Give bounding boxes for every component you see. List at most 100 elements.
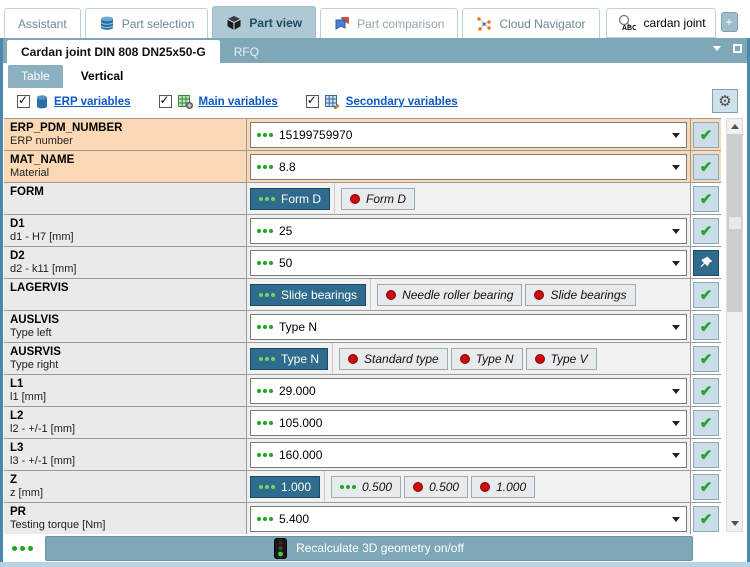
status-dots-icon <box>259 356 275 361</box>
option-button-group: Type N Standard type Type N Type V <box>250 343 597 374</box>
vertical-scrollbar[interactable] <box>726 118 743 532</box>
settings-gear-button[interactable]: ⚙ <box>712 89 738 113</box>
confirm-check-button[interactable]: ✔ <box>693 153 719 180</box>
variable-value-cell: Type N Standard type Type N Type V <box>247 343 691 374</box>
confirm-check-button[interactable]: ✔ <box>693 313 719 340</box>
variable-label: D1 d1 - H7 [mm] <box>4 215 247 246</box>
option-label: Slide bearings <box>550 287 627 302</box>
variable-status-cell: ✔ <box>691 375 721 406</box>
dropdown-arrow-icon[interactable] <box>672 516 680 522</box>
option-button[interactable]: 1.000 <box>250 475 321 498</box>
confirm-check-button[interactable]: ✔ <box>693 377 719 404</box>
dropdown-arrow-icon[interactable] <box>672 452 680 458</box>
main-variables-table-icon <box>177 94 193 109</box>
confirm-check-button[interactable]: ✔ <box>693 217 719 244</box>
option-button[interactable]: Slide bearings <box>250 283 367 306</box>
option-button[interactable]: 1.000 <box>471 475 536 498</box>
svg-text:ABC: ABC <box>622 25 636 32</box>
invalid-dot-icon <box>459 353 470 364</box>
dropdown-arrow-icon[interactable] <box>672 420 680 426</box>
option-label: Type V <box>550 351 588 366</box>
option-button[interactable]: Standard type <box>339 347 448 370</box>
confirm-check-button[interactable]: ✔ <box>693 473 719 500</box>
option-button[interactable]: 0.500 <box>331 475 402 498</box>
dropdown-arrow-icon[interactable] <box>672 228 680 234</box>
confirm-check-button[interactable]: ✔ <box>693 409 719 436</box>
dropdown-value: 8.8 <box>279 159 296 174</box>
option-button[interactable]: Type N <box>250 347 329 370</box>
tab-part-comparison[interactable]: Part comparison <box>320 8 459 38</box>
search-input[interactable]: ABC cardan joint <box>605 8 716 38</box>
scroll-down-button[interactable] <box>727 516 742 531</box>
maximize-icon[interactable] <box>733 44 742 53</box>
option-button[interactable]: Needle roller bearing <box>377 283 523 306</box>
value-dropdown[interactable]: Type N <box>250 313 687 340</box>
variable-name: D1 <box>10 218 25 230</box>
value-dropdown[interactable]: 8.8 <box>250 153 687 180</box>
option-button[interactable]: Form D <box>250 187 330 210</box>
confirm-check-button[interactable]: ✔ <box>693 345 719 372</box>
dropdown-arrow-icon[interactable] <box>672 132 680 138</box>
value-dropdown[interactable]: 160.000 <box>250 441 687 468</box>
pin-button[interactable] <box>693 249 719 276</box>
variable-row-erp_pdm_number: ERP_PDM_NUMBER ERP number 15199759970 ✔ <box>4 119 721 151</box>
tab-table-view[interactable]: Table <box>8 65 63 88</box>
secondary-variables-link[interactable]: Secondary variables <box>345 95 458 108</box>
tab-part-view[interactable]: Part view <box>212 6 317 38</box>
erp-variables-link[interactable]: ERP variables <box>54 95 131 108</box>
dropdown-arrow-icon[interactable] <box>672 164 680 170</box>
variable-value-cell: 1.000 0.500 0.500 1.000 <box>247 471 691 502</box>
tab-assistant[interactable]: Assistant <box>4 8 81 38</box>
option-button-group: Form D Form D <box>250 183 415 214</box>
option-label: Form D <box>281 191 321 206</box>
secondary-variables-checkbox[interactable]: ✓ <box>305 93 319 108</box>
dropdown-arrow-icon[interactable] <box>672 260 680 266</box>
value-dropdown[interactable]: 15199759970 <box>250 121 687 148</box>
option-button[interactable]: 0.500 <box>404 475 469 498</box>
value-dropdown[interactable]: 29.000 <box>250 377 687 404</box>
option-label: 1.000 <box>496 479 527 494</box>
tab-cloud-navigator-label: Cloud Navigator <box>499 16 586 31</box>
confirm-check-button[interactable]: ✔ <box>693 121 719 148</box>
add-tab-button[interactable]: + <box>720 12 738 32</box>
tab-cloud-navigator[interactable]: Cloud Navigator <box>462 8 600 38</box>
erp-variables-checkbox[interactable]: ✓ <box>17 93 30 108</box>
tab-part-selection[interactable]: Part selection <box>84 8 209 38</box>
main-variables-checkbox[interactable]: ✓ <box>158 93 172 108</box>
value-dropdown[interactable]: 105.000 <box>250 409 687 436</box>
value-dropdown[interactable]: 5.400 <box>250 505 687 532</box>
main-variables-link[interactable]: Main variables <box>198 95 278 108</box>
variable-status-cell: ✔ <box>691 119 721 150</box>
tab-vertical-view[interactable]: Vertical <box>80 69 124 83</box>
variable-row-ausrvis: AUSRVIS Type right Type N Standard type Type… <box>4 343 721 375</box>
confirm-check-button[interactable]: ✔ <box>693 441 719 468</box>
chevron-down-icon[interactable] <box>713 46 721 51</box>
confirm-check-button[interactable]: ✔ <box>693 281 719 308</box>
variable-table: ERP_PDM_NUMBER ERP number 15199759970 ✔ MAT_… <box>4 118 721 534</box>
tab-document-active[interactable]: Cardan joint DIN 808 DN25x50-G <box>7 40 220 63</box>
option-button[interactable]: Type V <box>525 347 597 370</box>
scrollbar-thumb[interactable] <box>727 134 742 312</box>
confirm-check-button[interactable]: ✔ <box>693 185 719 212</box>
variable-value-cell: 105.000 <box>247 407 691 438</box>
dropdown-value: 105.000 <box>279 415 323 430</box>
dropdown-arrow-icon[interactable] <box>672 388 680 394</box>
value-dropdown[interactable]: 50 <box>250 249 687 276</box>
option-button[interactable]: Form D <box>341 187 415 210</box>
dropdown-arrow-icon[interactable] <box>672 324 680 330</box>
option-button[interactable]: Slide bearings <box>525 283 636 306</box>
tab-document-rfq[interactable]: RFQ <box>220 40 273 63</box>
option-button[interactable]: Type N <box>450 347 523 370</box>
confirm-check-button[interactable]: ✔ <box>693 505 719 532</box>
selected-option-wrap: Type N <box>250 343 334 374</box>
document-tab-bar: Cardan joint DIN 808 DN25x50-G RFQ <box>0 38 750 63</box>
option-label: Type N <box>475 351 514 366</box>
recalculate-3d-button[interactable]: Recalculate 3D geometry on/off <box>45 535 693 561</box>
tab-part-comparison-label: Part comparison <box>357 16 445 31</box>
dropdown-value: 25 <box>279 223 293 238</box>
value-dropdown[interactable]: 25 <box>250 217 687 244</box>
scroll-up-button[interactable] <box>727 119 742 134</box>
selected-option-wrap: Form D <box>250 183 335 214</box>
